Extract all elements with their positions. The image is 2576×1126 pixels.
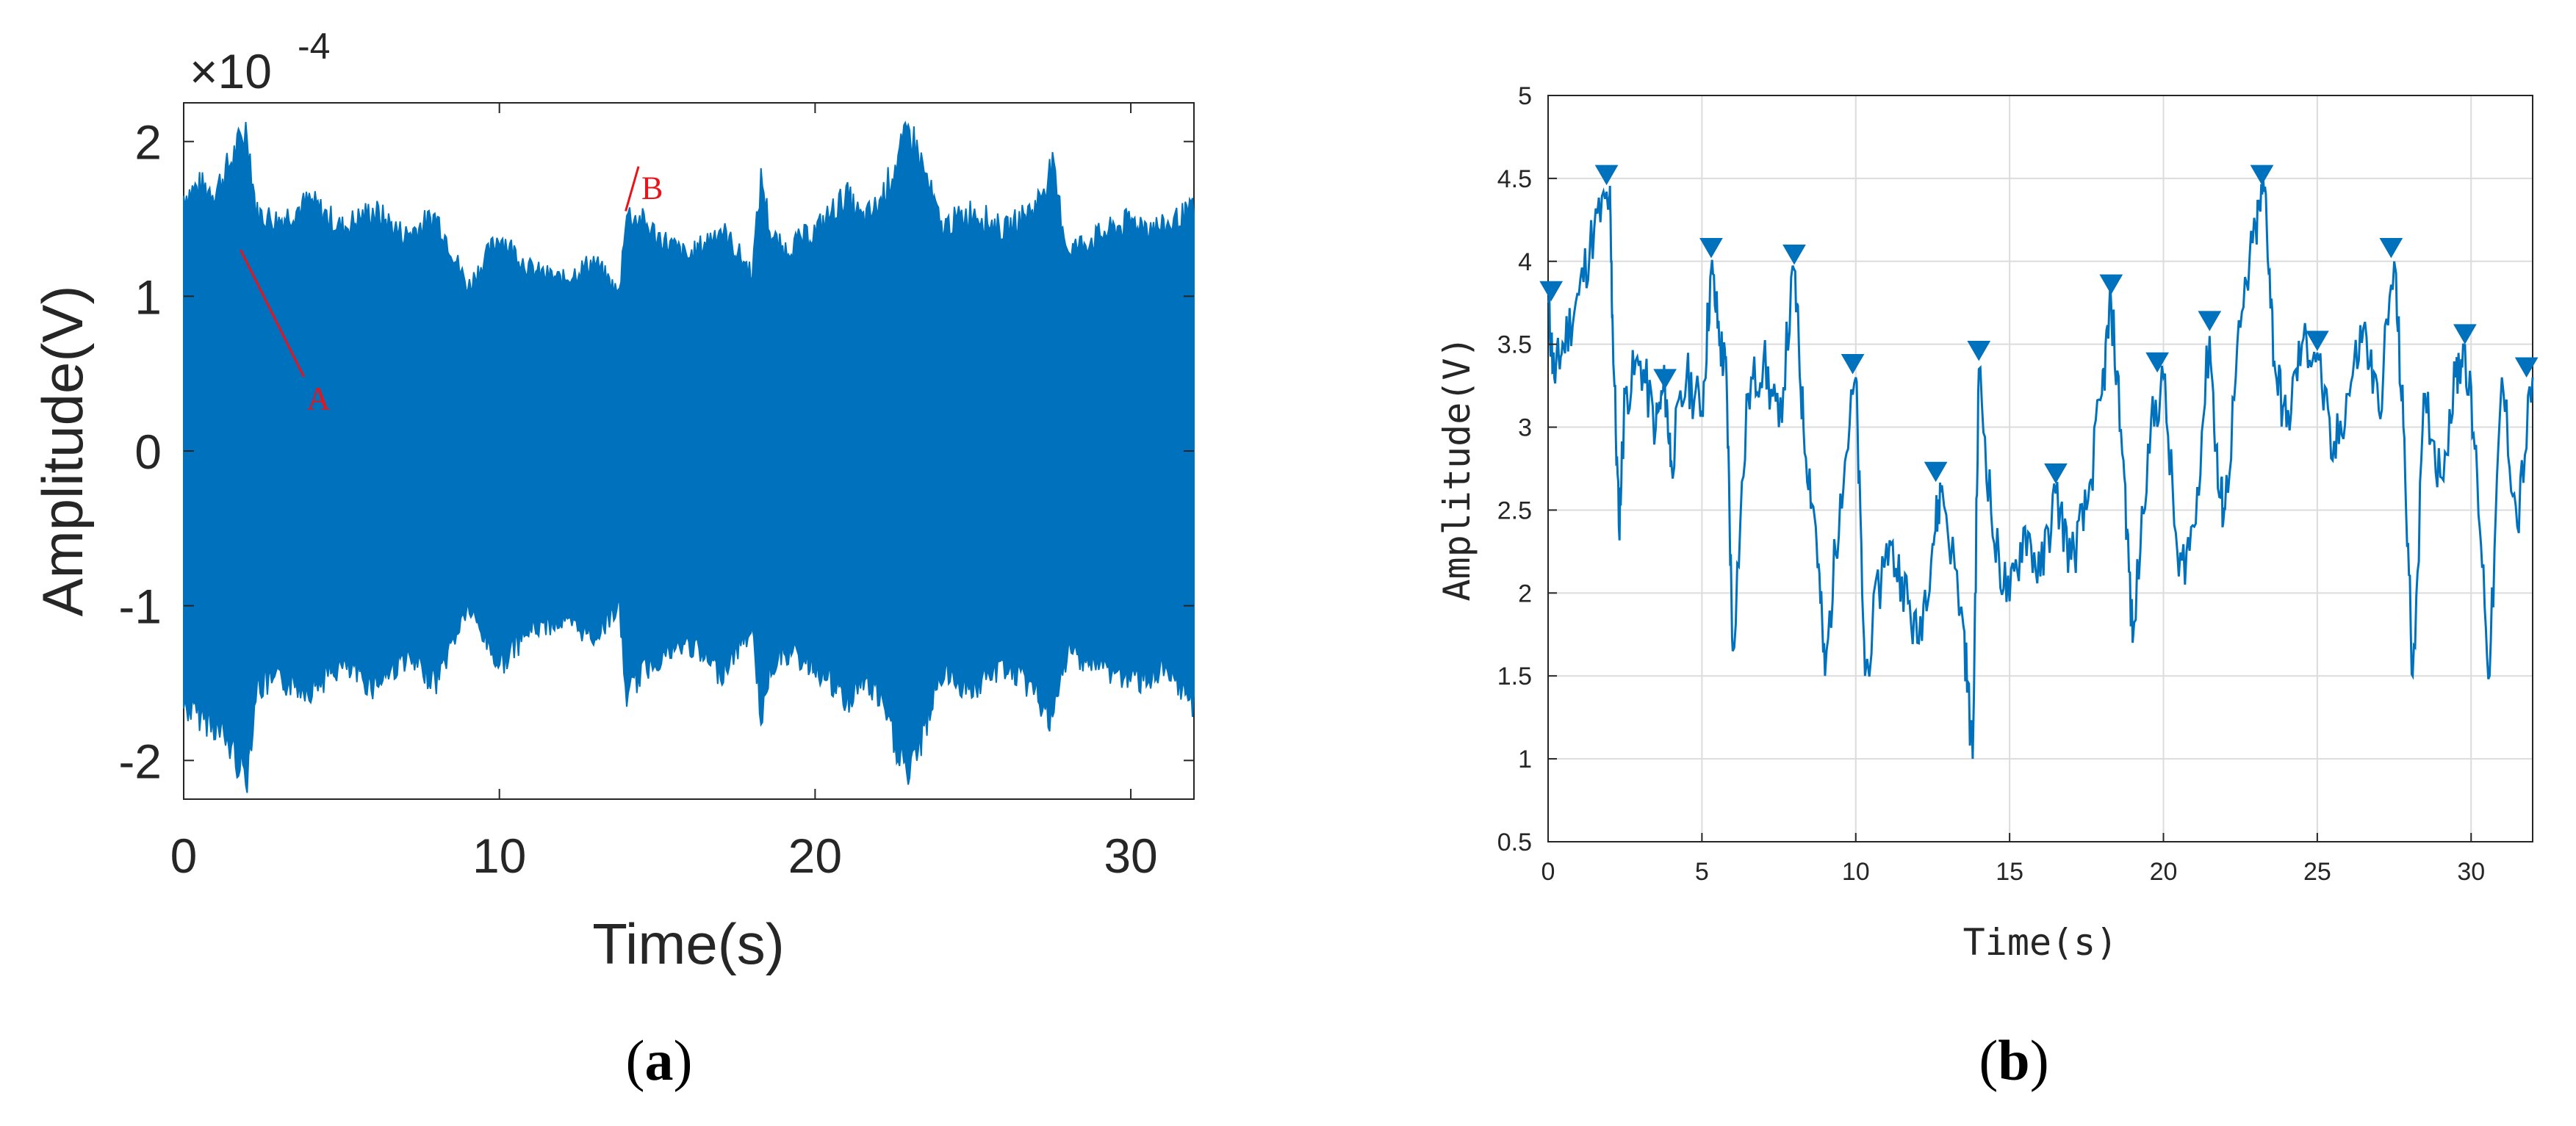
x-tick-label: 20: [2150, 858, 2178, 886]
panel-b-plot-frame: [1547, 95, 2533, 842]
panel-b-plot-area: [1548, 95, 2533, 842]
panel-a-x-ticks: 0 10 20 30: [170, 103, 1158, 883]
y-tick-label: 2: [134, 115, 162, 170]
caption-b-text: (b): [1979, 1028, 2048, 1092]
series-line-amplitude: [1547, 177, 2534, 759]
panel-a-y-ticks: -2 -1 0 1 2: [118, 115, 1194, 788]
peak-marker: [1924, 461, 1948, 483]
caption-a-open-paren: (: [626, 1028, 645, 1092]
y-tick-label: 1: [1518, 746, 1532, 773]
x-tick-label: 0: [1541, 858, 1555, 886]
annotation-pointer-a: [240, 249, 305, 378]
y-tick-label: 4.5: [1497, 165, 1532, 193]
panel-b-peak-markers: [1539, 165, 2539, 484]
peak-marker: [1967, 340, 1991, 361]
peak-marker: [2099, 274, 2123, 295]
peak-marker: [2145, 352, 2169, 373]
x-tick-label: 30: [1104, 829, 1157, 883]
caption-b-close-paren: ): [2030, 1028, 2049, 1092]
y-tick-label: 0: [134, 425, 162, 479]
y-tick-label: 2.5: [1497, 497, 1532, 524]
annotation-pointer-b: [625, 166, 640, 212]
panel-a-x-axis-label: Time(s): [592, 912, 784, 976]
peak-marker: [1841, 354, 1865, 375]
x-tick-label: 20: [788, 829, 842, 883]
y-tick-label: 1: [134, 270, 162, 324]
y-tick-label: 3.5: [1497, 331, 1532, 359]
caption-b-open-paren: (: [1979, 1028, 1998, 1092]
y-tick-label: 1.5: [1497, 663, 1532, 690]
panel-a-y-exponent-label: ×10: [190, 44, 272, 98]
peak-marker: [2198, 311, 2222, 331]
panel-a-annotations: AB: [240, 166, 663, 416]
x-tick-label: 10: [472, 829, 526, 883]
annotation-label-a: A: [307, 380, 331, 416]
x-tick-label: 25: [2303, 858, 2331, 886]
peak-marker: [1653, 369, 1677, 389]
x-tick-label: 0: [170, 829, 198, 883]
panel-b-y-axis-label: Amplitude(V): [1436, 336, 1478, 601]
peak-marker: [2306, 331, 2329, 351]
y-tick-label: 5: [1518, 82, 1532, 110]
x-tick-label: 15: [1996, 858, 2023, 886]
panel-a-y-axis-label: Amplitude(V): [30, 286, 95, 617]
panel-b-x-ticks: 0 5 10 15 20 25 30: [1541, 833, 2485, 886]
y-tick-label: -2: [118, 734, 162, 788]
peak-marker: [1594, 165, 1619, 186]
y-tick-label: 0.5: [1497, 829, 1532, 856]
caption-b-letter: b: [1998, 1028, 2029, 1092]
peak-marker: [2044, 463, 2068, 484]
panel-b-chart: 0 5 10 15 20 25 30 0.5 1 1.5 2 2.5 3 3.5 4 4.5 5 Time(s…: [1436, 82, 2539, 964]
y-tick-label: 2: [1518, 580, 1532, 607]
annotation-label-b: B: [641, 170, 663, 206]
peak-marker: [2453, 324, 2477, 344]
y-tick-label: 4: [1518, 248, 1532, 276]
x-tick-label: 30: [2457, 858, 2485, 886]
y-tick-label: 3: [1518, 414, 1532, 442]
peak-marker: [2514, 357, 2539, 378]
y-tick-label: -1: [118, 580, 162, 634]
caption-a-letter: a: [645, 1028, 674, 1092]
panel-b-y-ticks: 0.5 1 1.5 2 2.5 3 3.5 4 4.5 5: [1497, 82, 1557, 856]
panel-a-signal-layer: [183, 120, 1195, 793]
peak-marker: [1699, 237, 1723, 259]
caption-a-text: (a): [626, 1028, 693, 1092]
panel-b-x-axis-label: Time(s): [1963, 921, 2118, 964]
peak-marker: [1539, 281, 1564, 302]
caption-a-close-paren: ): [674, 1028, 693, 1092]
peak-marker: [1782, 245, 1806, 265]
panel-a-y-exponent-power: -4: [298, 26, 330, 67]
x-tick-label: 10: [1842, 858, 1870, 886]
peak-marker: [2379, 237, 2403, 259]
signal-envelope: [183, 120, 1195, 793]
x-tick-label: 5: [1695, 858, 1709, 886]
caption-b: (b): [1979, 1028, 2048, 1092]
panel-b-series-layer: [1547, 177, 2534, 759]
caption-a: (a): [626, 1028, 693, 1092]
peak-marker: [2250, 165, 2274, 186]
